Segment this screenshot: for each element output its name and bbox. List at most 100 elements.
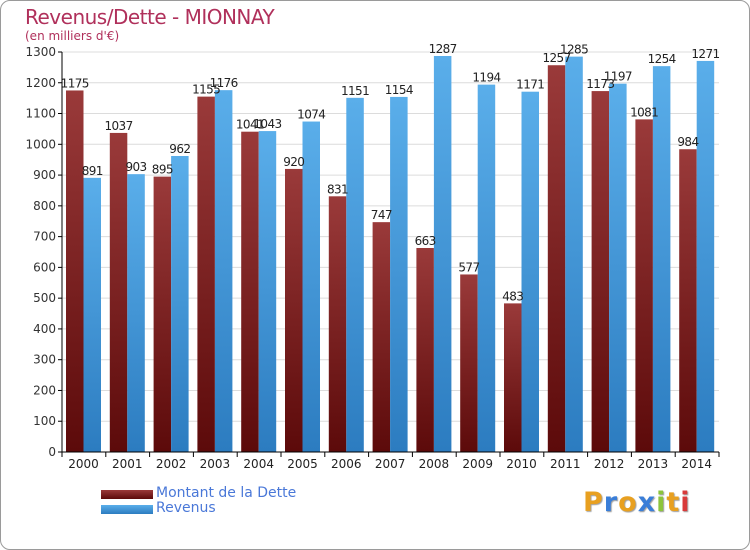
logo-letter: i (656, 487, 667, 518)
y-tick-label: 500 (33, 291, 56, 305)
data-label-revenus: 1043 (253, 117, 281, 131)
bar-revenus (477, 84, 496, 452)
logo-letter: t (666, 487, 681, 518)
y-tick-label: 200 (33, 383, 56, 397)
bar-revenus (302, 121, 320, 453)
data-label-dette: 577 (458, 260, 479, 274)
legend-label-dette: Montant de la Dette (156, 485, 297, 501)
bar-dette (504, 303, 522, 452)
data-label-revenus: 1176 (210, 76, 238, 90)
bar-dette (109, 132, 128, 452)
data-label-revenus: 1285 (560, 43, 588, 57)
y-tick-label: 1200 (25, 76, 56, 90)
bar-revenus (609, 83, 627, 452)
x-tick-label: 2008 (419, 457, 450, 471)
data-label-dette: 1155 (192, 83, 220, 97)
bar-dette (328, 196, 347, 452)
bar-revenus (521, 91, 539, 452)
x-tick-label: 2010 (506, 457, 537, 471)
bar-dette (372, 222, 391, 452)
data-label-dette: 1175 (61, 76, 89, 90)
bar-revenus (127, 174, 145, 452)
chart-subtitle: (en milliers d'€) (25, 29, 120, 43)
data-label-revenus: 903 (125, 160, 146, 174)
y-tick-label: 900 (33, 168, 56, 182)
y-tick-label: 100 (33, 414, 56, 428)
bar-dette (197, 96, 215, 452)
data-label-dette: 895 (152, 163, 173, 177)
bar-revenus (652, 66, 671, 453)
y-tick-label: 600 (33, 260, 56, 274)
bar-dette (635, 119, 653, 452)
x-tick-label: 2012 (594, 457, 625, 471)
x-tick-label: 2013 (638, 457, 669, 471)
y-tick-label: 1100 (25, 107, 56, 121)
data-label-dette: 920 (283, 155, 304, 169)
data-label-dette: 663 (415, 234, 436, 248)
bar-dette (285, 168, 303, 452)
chart-title: Revenus/Dette - MIONNAY (25, 5, 275, 29)
data-label-revenus: 1271 (691, 47, 719, 61)
bar-dette (153, 176, 172, 452)
data-label-dette: 483 (502, 289, 523, 303)
x-tick-label: 2009 (462, 457, 493, 471)
bars (66, 56, 715, 453)
data-label-dette: 1041 (236, 118, 264, 132)
data-label-revenus: 1151 (341, 84, 369, 98)
data-label-revenus: 1171 (516, 78, 544, 92)
logo-letter: x (637, 487, 657, 518)
bar-revenus (171, 156, 189, 452)
logo-letter: i (680, 487, 691, 518)
x-tick-label: 2014 (681, 457, 712, 471)
bar-revenus (696, 60, 715, 453)
bar-revenus (258, 131, 277, 453)
bar-dette (241, 131, 259, 452)
y-tick-label: 300 (33, 353, 56, 367)
x-tick-label: 2004 (243, 457, 274, 471)
x-tick-label: 2007 (375, 457, 406, 471)
bar-revenus (214, 90, 233, 453)
x-tick-label: 2003 (200, 457, 231, 471)
data-label-revenus: 1194 (472, 71, 500, 85)
x-tick-label: 2011 (550, 457, 581, 471)
legend-label-revenus: Revenus (156, 500, 216, 516)
data-label-revenus: 891 (82, 164, 103, 178)
bar-revenus (83, 177, 101, 452)
axes: 0 100 200 300 400 500 600 700 800 900 1000 1100 1200… (25, 45, 720, 471)
y-tick-label: 0 (48, 445, 56, 459)
data-label-dette: 831 (327, 182, 348, 196)
data-label-dette: 747 (371, 208, 392, 222)
data-label-dette: 1173 (586, 77, 614, 91)
bar-revenus (390, 96, 408, 452)
data-label-revenus: 1154 (385, 83, 413, 97)
logo-letter: P (583, 487, 604, 518)
bar-dette (460, 274, 478, 452)
legend-swatch-dette (101, 490, 153, 499)
bar-dette (416, 248, 434, 452)
logo-letter: o (618, 487, 638, 518)
x-tick-label: 2006 (331, 457, 362, 471)
x-tick-label: 2002 (156, 457, 187, 471)
bar-dette (591, 91, 610, 453)
y-tick-label: 700 (33, 230, 56, 244)
data-label-dette: 1037 (104, 119, 132, 133)
data-label-revenus: 1197 (604, 70, 632, 84)
data-label-dette: 1081 (630, 105, 658, 119)
bar-revenus (565, 56, 583, 452)
y-tick-label: 800 (33, 199, 56, 213)
bar-revenus (433, 56, 452, 452)
y-tick-label: 1000 (25, 137, 56, 151)
logo-letter: r (603, 487, 619, 518)
data-label-revenus: 1254 (648, 52, 676, 66)
data-label-revenus: 1287 (429, 42, 457, 56)
bar-dette (679, 149, 697, 452)
bar-dette (66, 90, 84, 452)
proxiti-logo: Proxiti (583, 487, 691, 518)
x-tick-label: 2005 (287, 457, 318, 471)
data-label-revenus: 962 (169, 142, 190, 156)
bar-dette (547, 65, 566, 452)
bar-revenus (346, 97, 364, 452)
data-label-dette: 1257 (542, 51, 570, 65)
